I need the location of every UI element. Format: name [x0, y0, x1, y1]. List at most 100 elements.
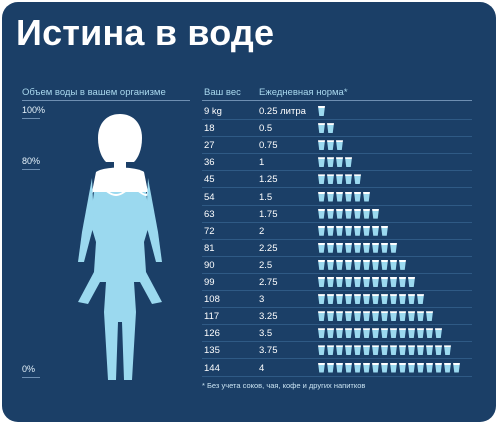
water-glass-icon [408, 311, 415, 322]
water-glass-icon [435, 362, 442, 373]
water-glass-icon [372, 362, 379, 373]
water-glass-icon [327, 277, 334, 287]
weight-cell: 117 [204, 311, 220, 323]
water-glass-icon [354, 328, 361, 339]
water-glass-icon [336, 345, 343, 356]
level-80-line [22, 169, 40, 170]
water-glass-icon [354, 174, 361, 185]
water-glass-icon [363, 277, 370, 287]
glasses-row [318, 140, 345, 151]
water-glass-icon [417, 311, 424, 322]
water-glass-icon [408, 345, 415, 356]
water-glass-icon [372, 225, 379, 236]
water-glass-icon [318, 157, 325, 168]
water-glass-icon [327, 345, 334, 356]
table-row: 63 1.75 [202, 206, 472, 223]
water-glass-icon [426, 362, 433, 373]
water-glass-icon [399, 345, 406, 356]
water-glass-icon [327, 328, 334, 339]
water-glass-icon [354, 225, 361, 236]
glasses-row [318, 191, 372, 202]
weight-cell: 63 [204, 208, 215, 220]
water-glass-icon [345, 294, 352, 305]
water-glass-icon [345, 259, 352, 270]
table-row: 36 1 [202, 154, 472, 172]
water-glass-icon [381, 362, 388, 373]
water-glass-icon [327, 259, 334, 270]
header-divider [22, 100, 190, 101]
water-glass-icon [327, 157, 334, 168]
water-glass-icon [417, 345, 424, 356]
body-water-header: Объем воды в вашем организме [22, 87, 166, 98]
water-glass-icon [327, 311, 334, 322]
weight-cell: 90 [204, 259, 215, 271]
glasses-row [318, 259, 408, 270]
table-row: 9 kg 0.25 литра [202, 103, 472, 120]
water-glass-icon [381, 328, 388, 339]
liters-cell: 3.75 [259, 345, 278, 357]
water-glass-icon [336, 362, 343, 373]
water-glass-icon [372, 277, 379, 287]
water-glass-icon [318, 123, 325, 134]
row-divider [202, 170, 472, 172]
water-glass-icon [327, 362, 334, 373]
water-glass-icon [318, 362, 325, 373]
water-glass-icon [444, 345, 451, 356]
water-glass-icon [435, 328, 442, 339]
row-divider [202, 341, 472, 343]
glasses-row [318, 225, 390, 236]
glasses-row [318, 123, 336, 134]
water-glass-icon [417, 328, 424, 339]
liters-cell: 3 [259, 294, 265, 306]
level-0-label: 0% [22, 364, 36, 374]
table-header-divider [202, 100, 472, 101]
water-glass-icon [336, 242, 343, 253]
glasses-row [318, 362, 462, 373]
weight-cell: 108 [204, 294, 220, 306]
water-glass-icon [318, 328, 325, 339]
weight-cell: 45 [204, 174, 215, 186]
water-glass-icon [390, 362, 397, 373]
water-glass-icon [363, 259, 370, 270]
water-glass-icon [318, 106, 325, 116]
table-row: 72 2 [202, 223, 472, 240]
water-glass-icon [381, 311, 388, 322]
water-glass-icon [318, 225, 325, 236]
norm-column-header: Ежедневная норма* [259, 87, 348, 98]
water-glass-icon [318, 294, 325, 305]
water-glass-icon [372, 208, 379, 219]
water-glass-icon [444, 362, 451, 373]
water-glass-icon [345, 328, 352, 339]
level-80-label: 80% [22, 156, 41, 166]
water-glass-icon [363, 242, 370, 253]
infographic-card: Истина в воде Объем воды в вашем организ… [2, 2, 496, 422]
water-glass-icon [336, 208, 343, 219]
table-row: 81 2.25 [202, 240, 472, 257]
glasses-row [318, 242, 399, 253]
water-glass-icon [408, 277, 415, 287]
water-glass-icon [363, 191, 370, 202]
water-glass-icon [327, 174, 334, 185]
water-glass-icon [327, 191, 334, 202]
glasses-row [318, 328, 444, 339]
glasses-row [318, 277, 417, 287]
water-glass-icon [363, 225, 370, 236]
water-glass-icon [354, 242, 361, 253]
water-glass-icon [336, 311, 343, 322]
row-divider [202, 119, 472, 120]
woman-silhouette-icon [78, 114, 162, 380]
water-glass-icon [426, 345, 433, 356]
row-divider [202, 187, 472, 189]
liters-cell: 0.75 [259, 140, 278, 152]
weight-cell: 9 kg [204, 106, 222, 117]
water-glass-icon [453, 362, 460, 373]
liters-cell: 0.5 [259, 123, 273, 135]
row-divider [202, 358, 472, 360]
water-glass-icon [381, 345, 388, 356]
water-glass-icon [327, 123, 334, 134]
water-glass-icon [345, 157, 352, 168]
table-row: 99 2.75 [202, 274, 472, 291]
table-row: 108 3 [202, 291, 472, 309]
water-glass-icon [390, 242, 397, 253]
water-glass-icon [372, 242, 379, 253]
